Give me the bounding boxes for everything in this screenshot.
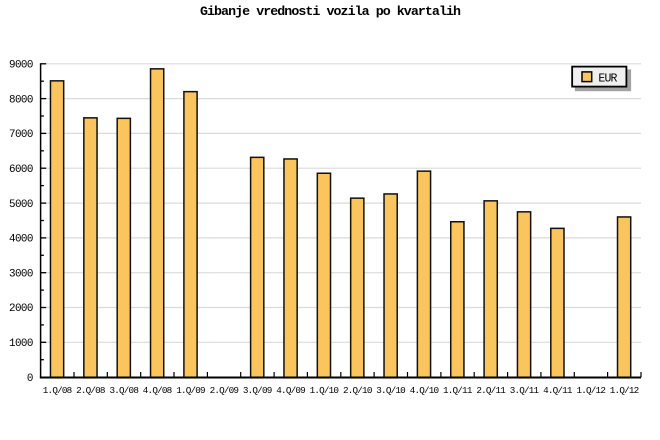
svg-text:3.Q/09: 3.Q/09: [243, 385, 272, 396]
svg-text:1.Q/08: 1.Q/08: [43, 385, 72, 396]
svg-text:2.Q/11: 2.Q/11: [476, 385, 506, 396]
svg-text:4000: 4000: [9, 234, 33, 246]
svg-text:5000: 5000: [9, 199, 33, 211]
svg-text:3.Q/11: 3.Q/11: [510, 385, 540, 396]
svg-text:1.Q/12: 1.Q/12: [576, 385, 605, 396]
svg-text:2.Q/10: 2.Q/10: [343, 385, 372, 396]
svg-text:2.Q/08: 2.Q/08: [76, 385, 105, 396]
svg-text:7000: 7000: [9, 129, 33, 141]
svg-text:9000: 9000: [9, 60, 33, 72]
svg-text:1.Q/11: 1.Q/11: [443, 385, 473, 396]
svg-text:Gibanje vrednosti vozila po kv: Gibanje vrednosti vozila po kvartalih: [200, 4, 461, 19]
svg-text:3.Q/10: 3.Q/10: [376, 385, 405, 396]
svg-text:4.Q/11: 4.Q/11: [543, 385, 573, 396]
svg-text:2000: 2000: [9, 303, 33, 315]
svg-text:1.Q/12: 1.Q/12: [610, 385, 639, 396]
svg-text:2.Q/09: 2.Q/09: [210, 385, 239, 396]
svg-text:4.Q/08: 4.Q/08: [143, 385, 172, 396]
svg-text:6000: 6000: [9, 164, 33, 176]
svg-text:3.Q/08: 3.Q/08: [109, 385, 138, 396]
svg-text:1.Q/10: 1.Q/10: [310, 385, 339, 396]
svg-text:1.Q/09: 1.Q/09: [176, 385, 205, 396]
svg-text:4.Q/10: 4.Q/10: [410, 385, 439, 396]
svg-text:1000: 1000: [9, 338, 33, 350]
svg-text:3000: 3000: [9, 268, 33, 280]
svg-text:4.Q/09: 4.Q/09: [276, 385, 305, 396]
svg-text:0: 0: [27, 373, 33, 385]
svg-text:8000: 8000: [9, 94, 33, 106]
svg-text:EUR: EUR: [598, 72, 617, 85]
